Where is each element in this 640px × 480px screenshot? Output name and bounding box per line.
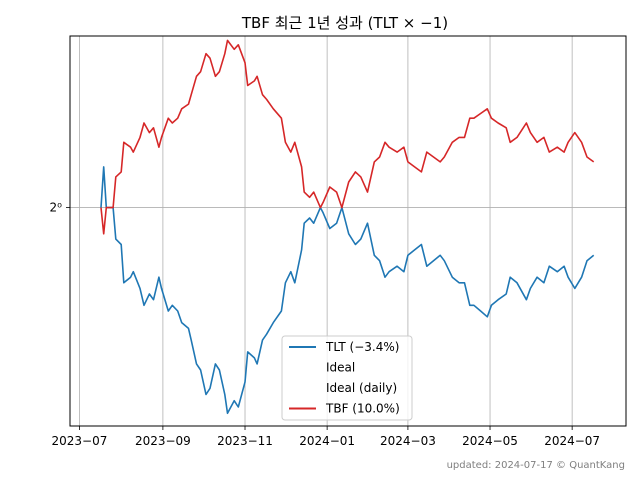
legend-label: TBF (10.0%)	[325, 402, 400, 416]
legend-label: Ideal	[326, 361, 355, 375]
legend: TLT (−3.4%) Ideal Ideal (daily) TBF (10.0%)	[281, 335, 413, 421]
axis-ticks: 2023−07 2023−09 2023−11 2024−01 2024−03 2024−…	[50, 201, 601, 448]
y-tick-label: 2⁰	[50, 201, 63, 215]
legend-label: Ideal (daily)	[326, 381, 397, 395]
x-tick-label: 2023−11	[217, 434, 273, 448]
chart-title: TBF 최근 1년 성과 (TLT × −1)	[241, 14, 448, 32]
series-line-tbf	[100, 39, 595, 235]
footer-credit: updated: 2024-07-17 © QuantKang	[447, 460, 625, 471]
plot-frame	[69, 35, 627, 427]
x-tick-label: 2024−03	[380, 434, 436, 448]
series-lines	[100, 39, 595, 415]
x-tick-label: 2024−05	[462, 434, 518, 448]
x-tick-label: 2024−01	[299, 434, 355, 448]
x-tick-label: 2024−07	[544, 434, 600, 448]
grid	[70, 36, 626, 426]
series-line-tlt	[100, 166, 595, 415]
legend-label: TLT (−3.4%)	[325, 340, 399, 354]
legend-box	[281, 335, 413, 421]
x-tick-label: 2023−07	[51, 434, 107, 448]
x-tick-label: 2023−09	[135, 434, 191, 448]
